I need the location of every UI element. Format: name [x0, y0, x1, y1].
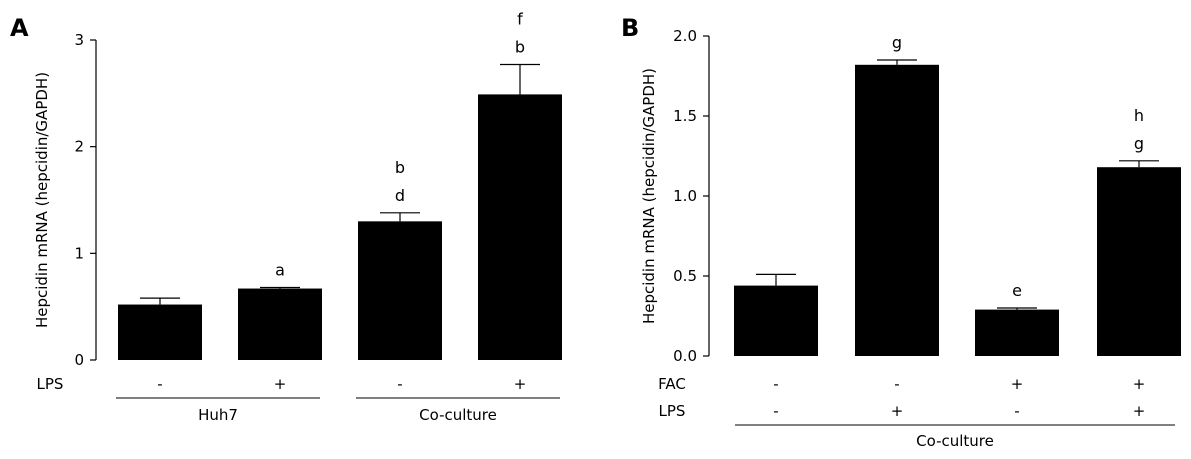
- significance-label: g: [892, 33, 902, 52]
- significance-label: a: [275, 260, 285, 279]
- y-tick-label: 0: [74, 351, 84, 369]
- significance-label: h: [1134, 106, 1144, 125]
- condition-sign: -: [397, 375, 402, 393]
- group-label: Co-culture: [419, 406, 497, 424]
- significance-label: b: [515, 38, 525, 57]
- significance-label: e: [1012, 281, 1022, 300]
- condition-sign: -: [773, 375, 778, 393]
- y-tick-label: 2.0: [673, 27, 697, 45]
- condition-sign: +: [514, 375, 527, 393]
- significance-label: d: [395, 186, 405, 205]
- condition-row-label: LPS: [659, 402, 686, 420]
- bar: [975, 309, 1059, 356]
- y-axis-label: Hepcidin mRNA (hepcidin/GAPDH): [33, 72, 51, 328]
- condition-row-label: LPS: [37, 375, 64, 393]
- y-tick-label: 1: [74, 244, 84, 262]
- bar: [478, 94, 562, 361]
- condition-sign: -: [773, 402, 778, 420]
- bar: [1097, 167, 1181, 356]
- condition-row-label: FAC: [658, 375, 686, 393]
- y-tick-label: 2: [74, 138, 84, 156]
- y-tick-label: 0.5: [673, 267, 697, 285]
- panel-b: B 0.0 0.5 1.0 1.5 2.0 Hepcidin mRNA (hepcidin/…: [621, 14, 1181, 450]
- condition-sign: +: [891, 402, 904, 420]
- y-tick-label: 0.0: [673, 347, 697, 365]
- significance-label: g: [1134, 134, 1144, 153]
- y-tick-label: 1.5: [673, 107, 697, 125]
- bar: [855, 64, 939, 357]
- condition-sign: -: [1014, 402, 1019, 420]
- condition-sign: +: [1011, 375, 1024, 393]
- y-tick-label: 1.0: [673, 187, 697, 205]
- condition-sign: -: [157, 375, 162, 393]
- y-axis-label: Hepcidin mRNA (hepcidin/GAPDH): [640, 68, 658, 324]
- condition-sign: +: [1133, 375, 1146, 393]
- panel-letter: B: [621, 14, 639, 42]
- group-label: Huh7: [198, 406, 238, 424]
- condition-sign: -: [894, 375, 899, 393]
- panel-letter: A: [10, 14, 29, 42]
- bar: [238, 288, 322, 360]
- significance-label: f: [517, 10, 523, 29]
- condition-sign: +: [274, 375, 287, 393]
- bar: [734, 285, 818, 356]
- bar: [118, 304, 202, 360]
- y-tick-label: 3: [74, 31, 84, 49]
- condition-sign: +: [1133, 402, 1146, 420]
- bar: [358, 221, 442, 360]
- group-label: Co-culture: [916, 432, 994, 450]
- significance-label: b: [395, 158, 405, 177]
